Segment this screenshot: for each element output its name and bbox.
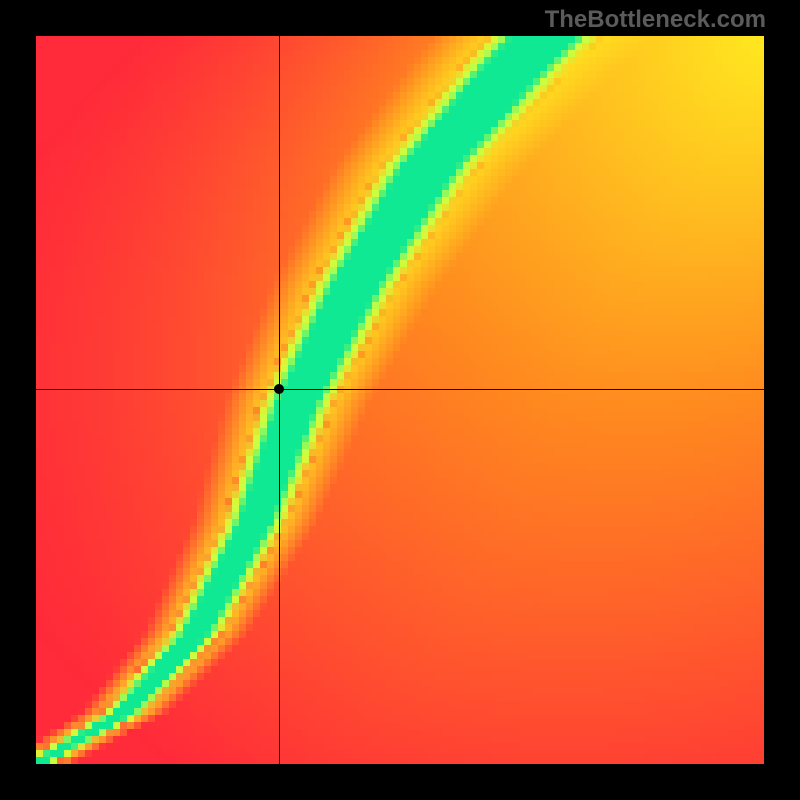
watermark-text: TheBottleneck.com (545, 6, 766, 34)
crosshair-vertical (279, 36, 280, 764)
crosshair-horizontal (36, 389, 764, 390)
chart-container: TheBottleneck.com (0, 0, 800, 800)
bottleneck-heatmap (36, 36, 764, 764)
